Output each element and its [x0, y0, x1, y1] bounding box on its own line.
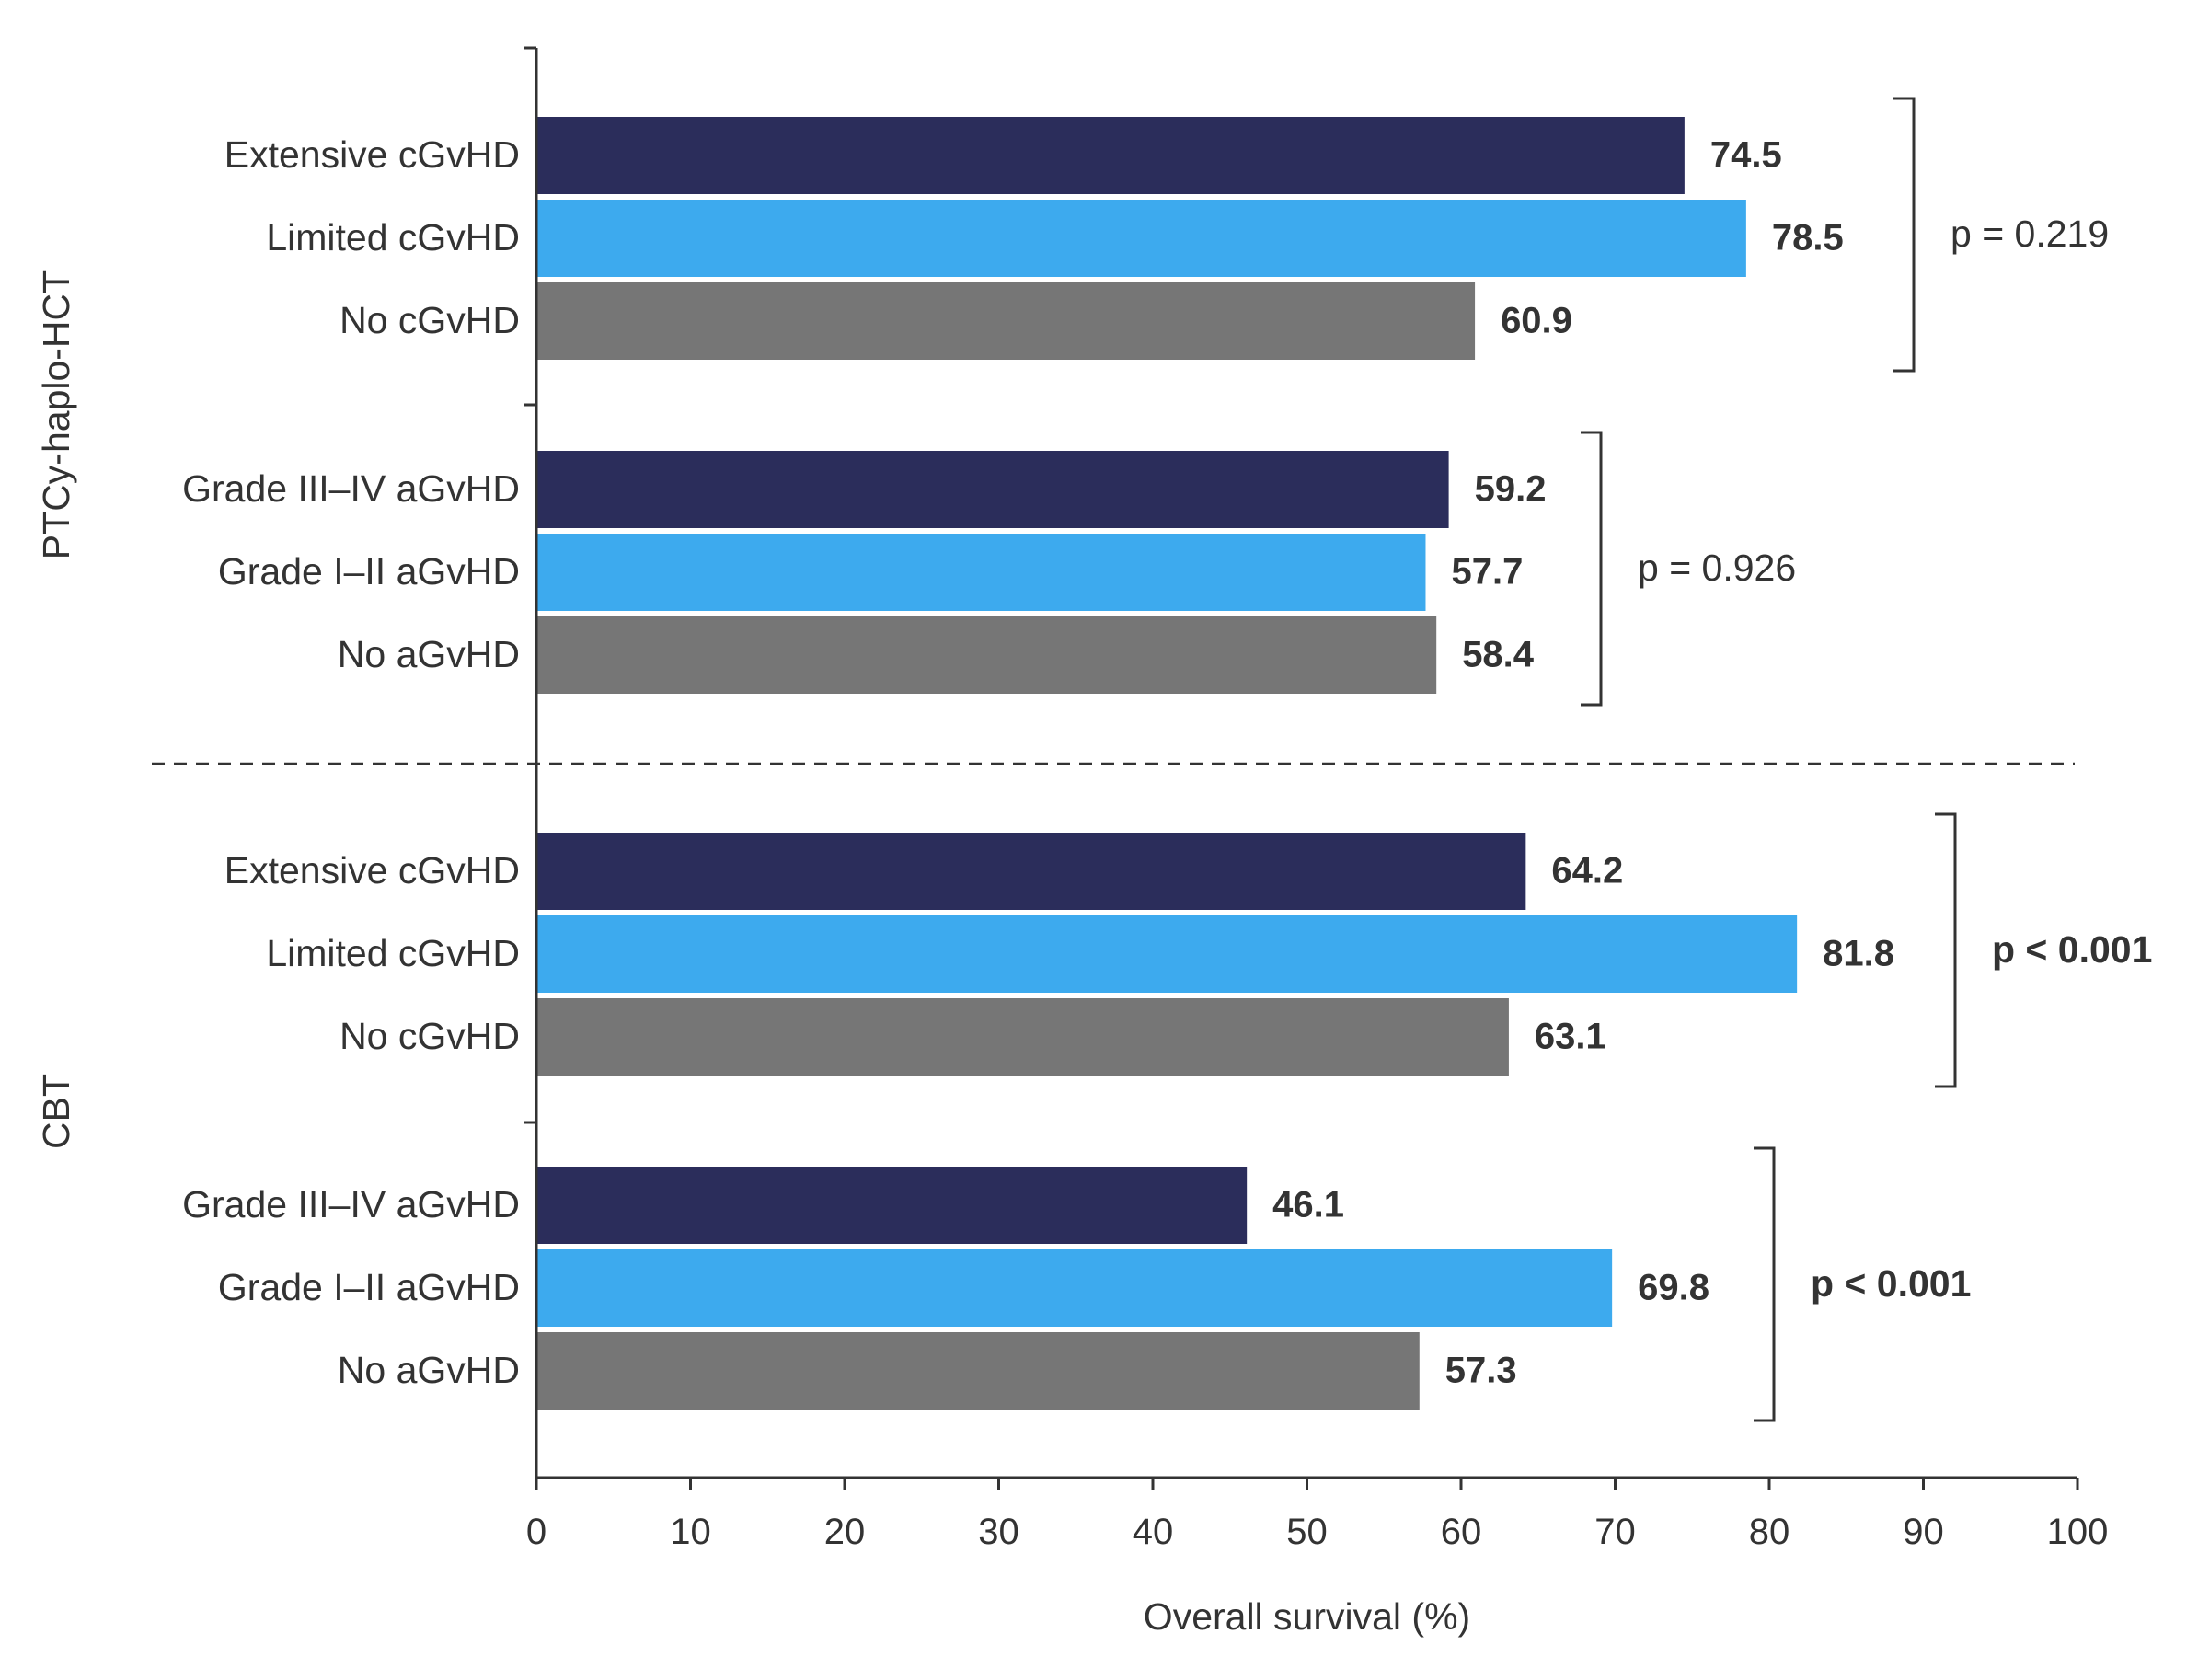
bar: [536, 1332, 1420, 1410]
bar: [536, 915, 1798, 993]
x-tick-label: 90: [1903, 1512, 1944, 1552]
annotations-layer: p = 0.219 p = 0.926 PTCy-haplo-HCT p < 0.00…: [35, 97, 2152, 1422]
category-label: No aGvHD: [338, 1349, 520, 1391]
value-label: 57.7: [1451, 552, 1523, 593]
category-label: No cGvHD: [339, 299, 520, 341]
x-tick-label: 10: [670, 1512, 711, 1552]
p-value-label: p = 0.219: [1951, 213, 2109, 255]
panel-label: CBT: [35, 1074, 77, 1149]
value-label: 81.8: [1823, 934, 1894, 974]
bar: [536, 534, 1426, 611]
bar: [536, 200, 1746, 277]
value-label: 74.5: [1710, 135, 1782, 176]
value-label: 59.2: [1475, 469, 1547, 510]
significance-bracket: [1581, 431, 1603, 707]
category-label: Grade III–IV aGvHD: [182, 1183, 520, 1225]
x-tick-label: 80: [1749, 1512, 1790, 1552]
x-tick-label: 40: [1133, 1512, 1174, 1552]
value-label: 64.2: [1551, 851, 1623, 892]
value-label: 60.9: [1501, 301, 1572, 341]
category-label: No aGvHD: [338, 633, 520, 675]
bar: [536, 282, 1476, 360]
bar: [536, 451, 1449, 528]
value-label: 46.1: [1272, 1185, 1344, 1225]
panel-label: PTCy-haplo-HCT: [35, 270, 77, 559]
x-axis-title: Overall survival (%): [1144, 1595, 1470, 1638]
p-value-label: p < 0.001: [1811, 1262, 1971, 1305]
bar: [536, 1167, 1248, 1244]
x-tick-label: 20: [824, 1512, 866, 1552]
value-label: 78.5: [1772, 218, 1844, 259]
significance-bracket: [1935, 812, 1957, 1088]
bar: [536, 998, 1509, 1076]
category-label: Grade III–IV aGvHD: [182, 467, 520, 510]
category-label: Extensive cGvHD: [224, 133, 520, 176]
bars-layer: [536, 117, 1798, 1410]
category-label: Limited cGvHD: [266, 932, 520, 974]
p-value-label: p < 0.001: [1992, 928, 2152, 971]
bar: [536, 1249, 1613, 1327]
x-tick-label: 100: [2047, 1512, 2109, 1552]
category-label: Grade I–II aGvHD: [218, 1266, 520, 1308]
x-tick-label: 70: [1594, 1512, 1636, 1552]
value-label: 58.4: [1462, 635, 1535, 675]
bar: [536, 833, 1526, 910]
category-label: Limited cGvHD: [266, 216, 520, 259]
p-value-label: p = 0.926: [1638, 547, 1796, 589]
significance-bracket: [1893, 97, 1916, 373]
significance-bracket: [1754, 1146, 1776, 1422]
value-label: 63.1: [1535, 1017, 1606, 1057]
x-tick-label: 30: [978, 1512, 1019, 1552]
x-tick-label: 50: [1286, 1512, 1328, 1552]
category-label: No cGvHD: [339, 1015, 520, 1057]
bar: [536, 616, 1437, 694]
labels-layer: Extensive cGvHD 74.5 Limited cGvHD 78.5 No c…: [182, 133, 1894, 1391]
x-tick-label: 0: [526, 1512, 547, 1552]
x-tick-label: 60: [1441, 1512, 1482, 1552]
category-label: Extensive cGvHD: [224, 849, 520, 892]
value-label: 57.3: [1445, 1351, 1517, 1391]
category-label: Grade I–II aGvHD: [218, 550, 520, 593]
value-label: 69.8: [1638, 1268, 1709, 1308]
bar: [536, 117, 1685, 194]
